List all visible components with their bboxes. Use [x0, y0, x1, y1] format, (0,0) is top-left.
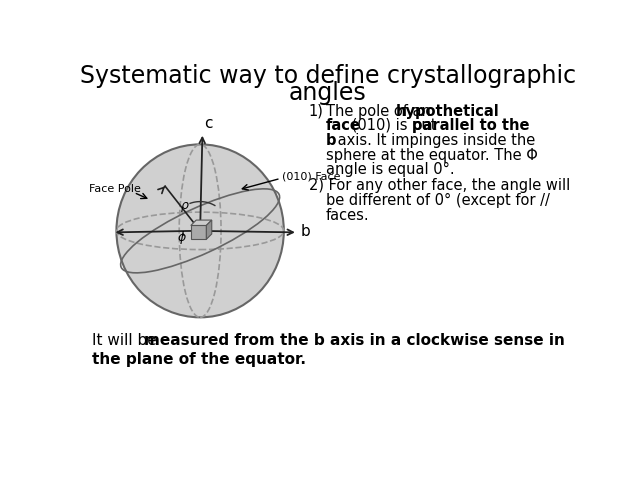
- Text: the plane of the equator.: the plane of the equator.: [92, 352, 306, 367]
- Text: c: c: [204, 116, 212, 131]
- Text: parallel to the: parallel to the: [412, 119, 529, 133]
- Text: face: face: [326, 119, 360, 133]
- Text: 2) For any other face, the angle will: 2) For any other face, the angle will: [308, 179, 570, 193]
- Text: Face Pole: Face Pole: [89, 184, 141, 194]
- Text: ϕ: ϕ: [177, 231, 186, 244]
- Text: 1): 1): [308, 104, 323, 119]
- Text: angles: angles: [289, 82, 367, 106]
- Text: b: b: [301, 224, 310, 239]
- Polygon shape: [191, 220, 212, 226]
- Polygon shape: [206, 220, 212, 240]
- Text: (010) is put: (010) is put: [347, 119, 441, 133]
- Polygon shape: [191, 226, 206, 240]
- Text: hypothetical: hypothetical: [396, 104, 499, 119]
- Text: angle is equal 0°.: angle is equal 0°.: [326, 162, 454, 177]
- Ellipse shape: [116, 144, 284, 317]
- Text: The pole of an: The pole of an: [326, 104, 435, 119]
- Text: It will be: It will be: [92, 333, 161, 348]
- Text: faces.: faces.: [326, 208, 369, 223]
- Text: ρ: ρ: [180, 200, 189, 213]
- Text: axis. It impinges inside the: axis. It impinges inside the: [333, 133, 535, 148]
- Text: Systematic way to define crystallographic: Systematic way to define crystallographi…: [80, 64, 576, 88]
- Text: be different of 0° (except for //: be different of 0° (except for //: [326, 193, 550, 208]
- Text: measured from the b axis in a clockwise sense in: measured from the b axis in a clockwise …: [145, 333, 565, 348]
- Text: b: b: [326, 133, 336, 148]
- Text: sphere at the equator. The Φ: sphere at the equator. The Φ: [326, 148, 538, 163]
- Text: (010) Face: (010) Face: [282, 172, 340, 182]
